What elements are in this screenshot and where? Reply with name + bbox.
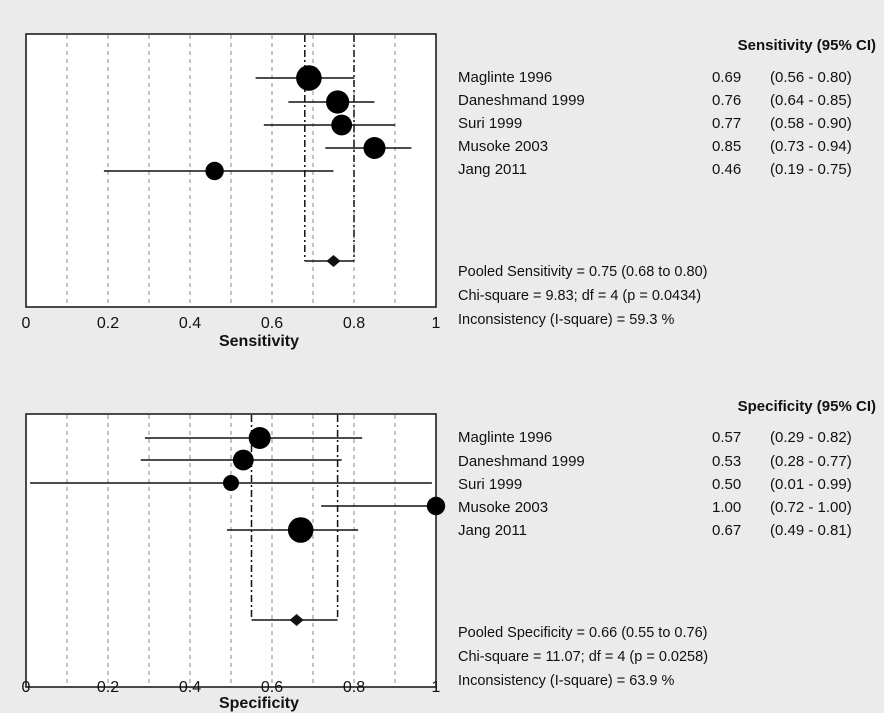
panel1-x-axis-label: Sensitivity: [219, 333, 299, 350]
panel1-x-tick-label: 0.4: [179, 315, 201, 332]
panel1-study-ci-text: (0.56 - 0.80): [770, 69, 852, 86]
panel2-study-estimate: 0.53: [712, 453, 741, 470]
panel2-summary-stat: Inconsistency (I-square) = 63.9 %: [458, 673, 675, 689]
panel2-study-point: [223, 475, 239, 491]
panel2-study-name: Maglinte 1996: [458, 429, 552, 446]
panel2-study-name: Jang 2011: [458, 522, 527, 539]
panel2-x-tick-label: 0.2: [97, 679, 119, 696]
panel2-study-point: [232, 449, 254, 471]
panel2-study-ci-text: (0.28 - 0.77): [770, 453, 852, 470]
panel2-study-ci-text: (0.01 - 0.99): [770, 476, 852, 493]
panel1-study-name: Suri 1999: [458, 115, 522, 132]
panel2-x-tick-label: 1: [432, 679, 441, 696]
panel1-study-estimate: 0.77: [712, 115, 741, 132]
panel2-study-estimate: 0.67: [712, 522, 741, 539]
panel2-study-name: Daneshmand 1999: [458, 453, 585, 470]
panel2-x-tick-label: 0.8: [343, 679, 365, 696]
panel1-study-ci-text: (0.58 - 0.90): [770, 115, 852, 132]
panel2-x-tick-label: 0: [22, 679, 31, 696]
panel1-study-estimate: 0.46: [712, 161, 741, 178]
panel1-study-ci-text: (0.73 - 0.94): [770, 138, 852, 155]
panel1-summary-stat: Inconsistency (I-square) = 59.3 %: [458, 312, 675, 328]
panel1-pooled-diamond: [326, 255, 341, 267]
panel1-study-point: [296, 65, 322, 91]
panel1-summary-stat: Pooled Sensitivity = 0.75 (0.68 to 0.80): [458, 264, 707, 280]
panel2-x-tick-label: 0.4: [179, 679, 201, 696]
panel1-summary-stat: Chi-square = 9.83; df = 4 (p = 0.0434): [458, 288, 701, 304]
panel2-plot-frame: [25, 413, 437, 688]
panel1-study-name: Daneshmand 1999: [458, 92, 585, 109]
panel1-x-tick-label: 0.2: [97, 315, 119, 332]
panel2-x-axis-label: Specificity: [219, 695, 299, 712]
panel1-study-point: [331, 114, 353, 136]
panel2-study-ci-text: (0.49 - 0.81): [770, 522, 852, 539]
panel1-study-name: Musoke 2003: [458, 138, 548, 155]
panel2-pooled-diamond: [289, 614, 304, 626]
panel2-study-estimate: 1.00: [712, 499, 741, 516]
panel1-ci-column-header: Sensitivity (95% CI): [738, 37, 876, 54]
panel1-study-name: Maglinte 1996: [458, 69, 552, 86]
panel2-study-estimate: 0.57: [712, 429, 741, 446]
panel2-x-tick-label: 0.6: [261, 679, 283, 696]
panel1-study-name: Jang 2011: [458, 161, 527, 178]
panel1-study-point: [205, 161, 224, 181]
panel1-study-ci-text: (0.64 - 0.85): [770, 92, 852, 109]
panel2-summary-stat: Pooled Specificity = 0.66 (0.55 to 0.76): [458, 625, 707, 641]
panel2-summary-stat: Chi-square = 11.07; df = 4 (p = 0.0258): [458, 649, 708, 665]
panel1-study-point: [326, 90, 350, 114]
panel1-study-estimate: 0.85: [712, 138, 741, 155]
panel1-study-estimate: 0.76: [712, 92, 741, 109]
panel2-study-ci-text: (0.72 - 1.00): [770, 499, 852, 516]
panel1-x-tick-label: 0.8: [343, 315, 365, 332]
panel1-x-tick-label: 0.6: [261, 315, 283, 332]
panel2-study-point: [287, 517, 314, 543]
panel2-study-ci-text: (0.29 - 0.82): [770, 429, 852, 446]
panel1-study-point: [363, 137, 386, 159]
panel2-study-point: [426, 496, 446, 516]
panel2-ci-column-header: Specificity (95% CI): [738, 398, 876, 415]
panel2-study-point: [248, 427, 271, 449]
panel1-study-ci-text: (0.19 - 0.75): [770, 161, 852, 178]
panel2-study-name: Musoke 2003: [458, 499, 548, 516]
panel2-study-estimate: 0.50: [712, 476, 741, 493]
panel2-study-name: Suri 1999: [458, 476, 522, 493]
panel1-x-tick-label: 1: [432, 315, 441, 332]
panel1-study-estimate: 0.69: [712, 69, 741, 86]
panel1-x-tick-label: 0: [22, 315, 31, 332]
